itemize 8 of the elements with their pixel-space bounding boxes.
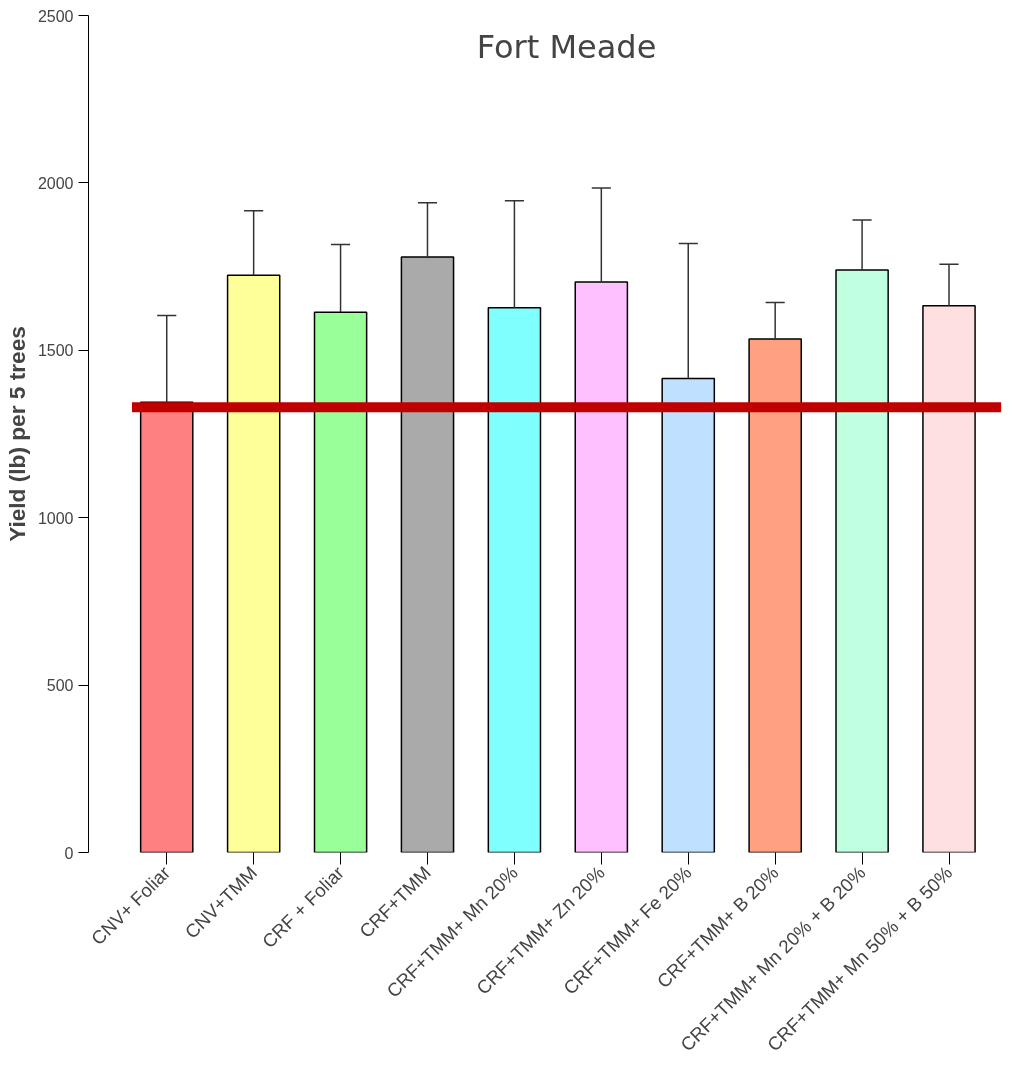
y-tick-label: 1000 [37, 509, 74, 527]
y-tick-label: 2500 [37, 7, 74, 25]
y-tick-label: 2000 [37, 174, 74, 192]
chart-title: Fort Meade [476, 27, 657, 66]
y-tick-label: 500 [46, 677, 74, 695]
y-tick-label: 1500 [37, 342, 74, 360]
y-axis-title: Yield (lb) per 5 trees [3, 326, 30, 542]
y-tick-label: 0 [64, 844, 74, 862]
